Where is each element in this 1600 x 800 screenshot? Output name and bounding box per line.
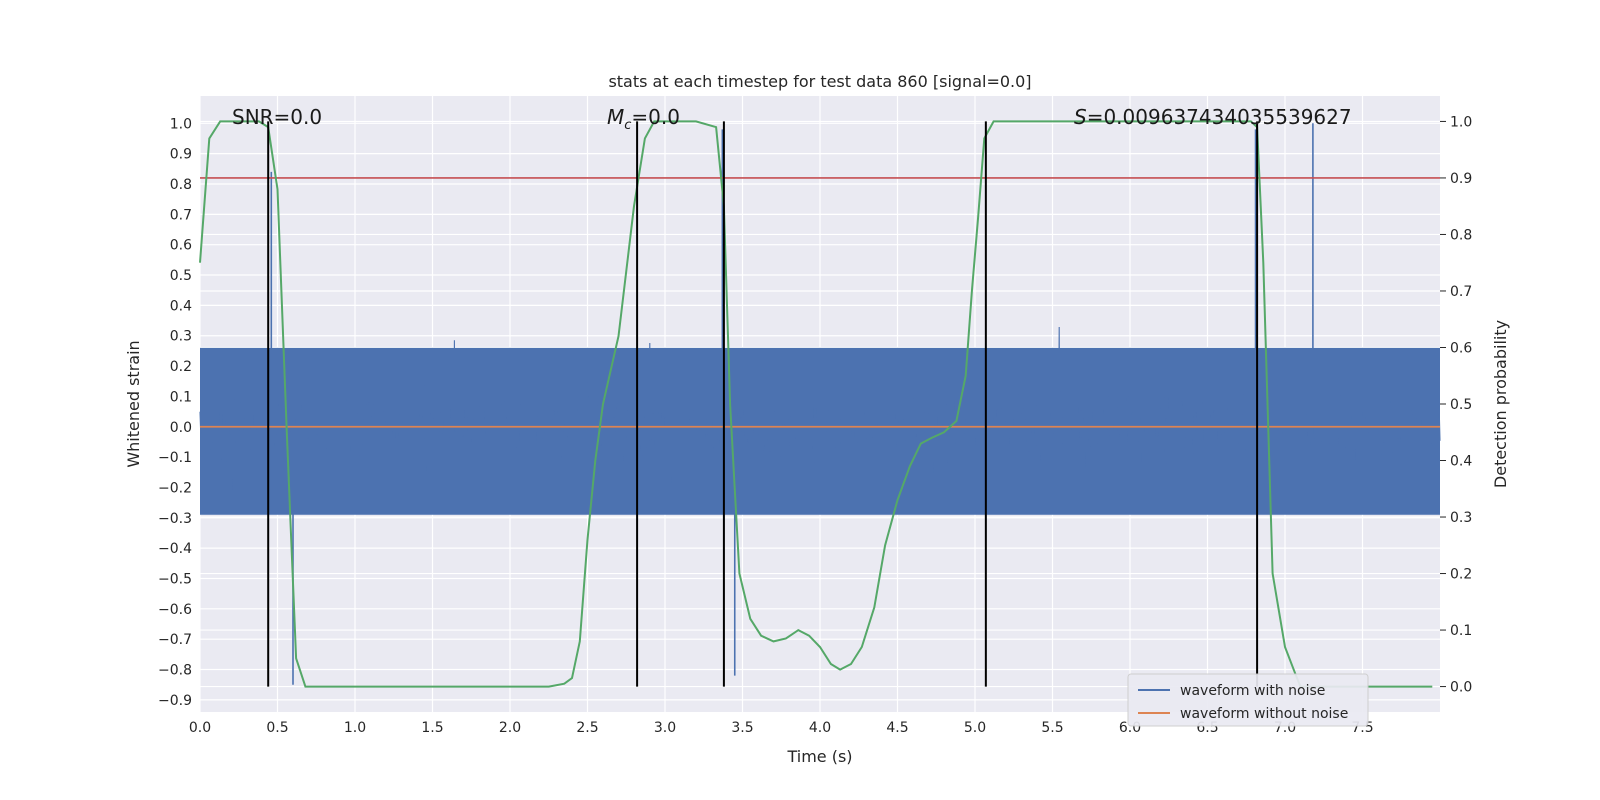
y-left-tick-label: −0.7 [158,632,192,648]
y-left-tick-label: −0.9 [158,693,192,709]
x-tick-label: 3.5 [731,720,753,736]
y-left-tick-label: 0.0 [170,420,192,436]
y-left-tick-label: −0.2 [158,480,192,496]
y-right-tick-label: 0.1 [1450,623,1472,639]
y-left-tick-label: 0.1 [170,389,192,405]
y-right-tick-label: 0.6 [1450,340,1472,356]
x-tick-label: 1.0 [344,720,366,736]
mc-symbol: M [607,105,624,129]
y-left-tick-label: −0.8 [158,663,192,679]
x-tick-label: 4.0 [809,720,831,736]
noise-trace [199,326,1441,504]
legend-box [1127,673,1369,727]
vertical-markers [267,121,1259,687]
y-left-axis-ticks: 1.0 0.9 0.8 0.7 0.6 0.5 0.4 0.3 0.2 0.1 0.0 −0.1 −0.… [158,116,192,709]
y-right-tick-label: 1.0 [1450,114,1472,130]
x-tick-label: 5.5 [1041,720,1063,736]
annotation-chirp-mass: Mc=0.0 [607,105,680,133]
annotation-s: S=0.009637434035539627 [1074,105,1352,129]
x-tick-label: 2.0 [499,720,521,736]
y-right-tick-label: 0.9 [1450,171,1472,187]
x-tick-label: 5.0 [964,720,986,736]
series-waveform-with-noise [199,123,1441,685]
y-left-tick-label: −0.6 [158,602,192,618]
s-value: =0.009637434035539627 [1087,105,1352,129]
y-right-tick-label: 0.2 [1450,567,1472,583]
y-left-tick-label: 1.0 [170,116,192,132]
y-left-tick-label: 0.6 [170,238,192,254]
legend-label: waveform without noise [1180,706,1348,722]
x-tick-label: 0.5 [266,720,288,736]
s-symbol: S [1074,105,1087,129]
y-left-tick-label: 0.8 [170,177,192,193]
y-right-tick-label: 0.0 [1450,680,1472,696]
x-tick-label: 4.5 [886,720,908,736]
y-left-tick-label: −0.1 [158,450,192,466]
y-right-tick-label: 0.7 [1450,284,1472,300]
probability-curve [199,120,1433,688]
y-left-tick-label: 0.3 [170,329,192,345]
x-tick-label: 2.5 [576,720,598,736]
legend-label: waveform with noise [1180,683,1325,699]
series-detection-probability [199,120,1433,688]
annotation-snr: SNR=0.0 [232,105,322,129]
y-left-tick-label: −0.5 [158,571,192,587]
chart-title: stats at each timestep for test data 860… [608,72,1031,91]
legend: waveform with noise waveform without nois… [1127,673,1369,727]
y-left-tick-label: 0.7 [170,207,192,223]
mc-subscript: c [624,118,631,133]
y-right-tick-label: 0.8 [1450,227,1472,243]
y-left-tick-label: −0.4 [158,541,192,557]
mc-value: =0.0 [631,105,680,129]
y-left-tick-label: 0.9 [170,147,192,163]
y-left-tick-label: 0.4 [170,298,192,314]
y-left-tick-label: −0.3 [158,511,192,527]
y-right-tick-label: 0.5 [1450,397,1472,413]
y-left-axis-label: Whitened strain [124,340,143,467]
x-tick-label: 1.5 [421,720,443,736]
x-tick-label: 3.0 [654,720,676,736]
y-right-axis-label: Detection probability [1491,320,1510,488]
x-tick-label: 0.0 [189,720,211,736]
y-right-axis-ticks: 1.0 0.9 0.8 0.7 0.6 0.5 0.4 0.3 0.2 0.1 0.0 [1440,114,1472,696]
y-right-tick-label: 0.4 [1450,454,1472,470]
y-left-tick-label: 0.2 [170,359,192,375]
y-right-tick-label: 0.3 [1450,510,1472,526]
x-axis-label: Time (s) [786,747,852,766]
y-left-tick-label: 0.5 [170,268,192,284]
